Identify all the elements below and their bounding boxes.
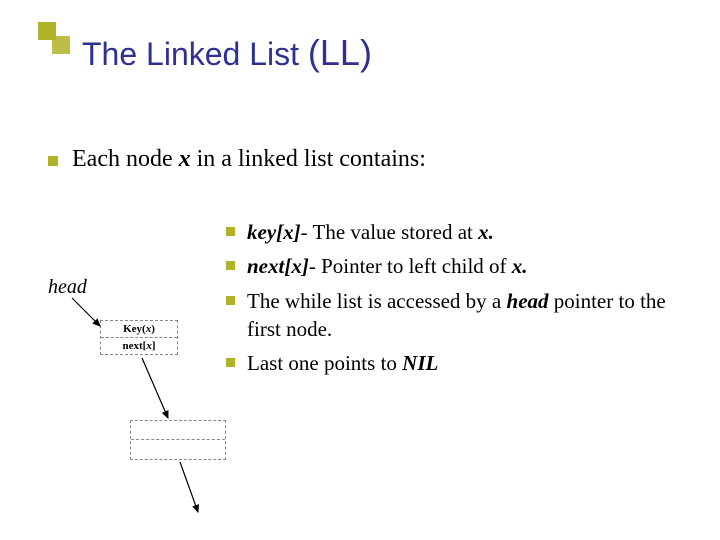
node-key-row bbox=[131, 421, 225, 440]
corner-decoration bbox=[38, 22, 78, 70]
node-key-row: Key(x) bbox=[101, 321, 177, 338]
rest-before: Last one points to bbox=[247, 351, 402, 375]
main-bullet-suffix: in a linked list contains: bbox=[191, 146, 426, 172]
main-bullet-var: x bbox=[179, 146, 191, 172]
main-bullet-text: Each node x in a linked list contains: bbox=[72, 146, 426, 173]
sub-bullet-text: The while list is accessed by a head poi… bbox=[247, 287, 696, 344]
slide-title: The Linked List (LL) bbox=[82, 32, 372, 74]
key-suffix: ) bbox=[151, 323, 155, 335]
title-main: The Linked List bbox=[82, 36, 308, 72]
bullet-icon bbox=[48, 156, 58, 166]
corner-square-2 bbox=[52, 36, 70, 54]
next-prefix: next[ bbox=[123, 340, 147, 352]
main-bullet-prefix: Each node bbox=[72, 146, 179, 172]
next-suffix: ] bbox=[152, 340, 156, 352]
head-label: head bbox=[48, 276, 87, 299]
sub-bullet-text: Last one points to NIL bbox=[247, 349, 438, 377]
rest-before: - The value stored at bbox=[301, 220, 478, 244]
rest-before: - Pointer to left child of bbox=[309, 254, 512, 278]
sub-bullet-item: next[x]- Pointer to left child of x. bbox=[226, 252, 696, 280]
sub-bullet-text: key[x]- The value stored at x. bbox=[247, 218, 494, 246]
bullet-icon bbox=[226, 296, 235, 305]
sub-bullet-list: key[x]- The value stored at x. next[x]- … bbox=[226, 218, 696, 384]
sub-bullet-item: key[x]- The value stored at x. bbox=[226, 218, 696, 246]
title-paren: (LL) bbox=[308, 32, 372, 73]
diagram-node-2 bbox=[130, 420, 226, 460]
term2: NIL bbox=[402, 351, 438, 375]
rest-before: The while list is accessed by a bbox=[247, 289, 507, 313]
key-prefix: Key( bbox=[123, 323, 146, 335]
sub-bullet-item: The while list is accessed by a head poi… bbox=[226, 287, 696, 344]
diagram-node-1: Key(x) next[x] bbox=[100, 320, 178, 355]
main-bullet: Each node x in a linked list contains: bbox=[48, 146, 426, 173]
term2: x. bbox=[478, 220, 494, 244]
term2: x. bbox=[512, 254, 528, 278]
bullet-icon bbox=[226, 261, 235, 270]
bullet-icon bbox=[226, 227, 235, 236]
sub-bullet-item: Last one points to NIL bbox=[226, 349, 696, 377]
term: key[x] bbox=[247, 220, 301, 244]
bullet-icon bbox=[226, 358, 235, 367]
sub-bullet-text: next[x]- Pointer to left child of x. bbox=[247, 252, 528, 280]
node-next-row bbox=[131, 440, 225, 459]
node-next-row: next[x] bbox=[101, 338, 177, 354]
term2: head bbox=[507, 289, 549, 313]
term: next[x] bbox=[247, 254, 309, 278]
